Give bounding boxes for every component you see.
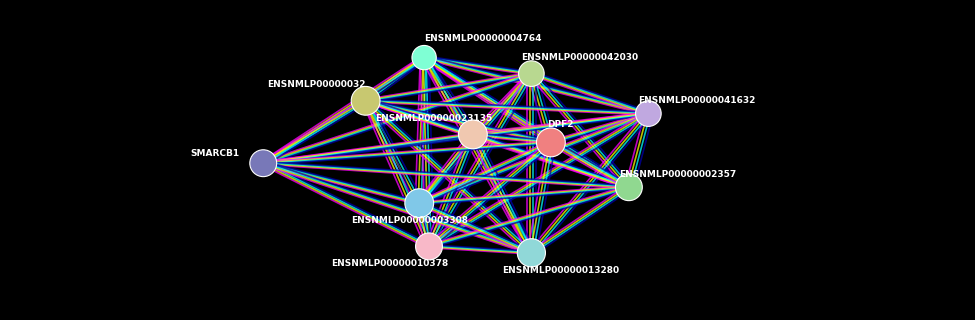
Text: ENSNMLP00000004764: ENSNMLP00000004764 (424, 34, 541, 43)
Ellipse shape (458, 120, 488, 149)
Ellipse shape (405, 189, 434, 218)
Text: SMARCB1: SMARCB1 (190, 149, 239, 158)
Ellipse shape (351, 86, 380, 115)
Text: ENSNMLP00000042030: ENSNMLP00000042030 (522, 53, 639, 62)
Text: ENSNMLP00000010378: ENSNMLP00000010378 (332, 260, 448, 268)
Text: ENSNMLP00000013280: ENSNMLP00000013280 (502, 266, 619, 275)
Text: ENSNMLP00000003308: ENSNMLP00000003308 (351, 216, 468, 225)
Ellipse shape (250, 150, 277, 177)
Ellipse shape (518, 239, 545, 267)
Text: ENSNMLP00000041632: ENSNMLP00000041632 (639, 96, 756, 105)
Ellipse shape (615, 174, 643, 201)
Text: ENSNMLP00000023135: ENSNMLP00000023135 (375, 114, 492, 123)
Ellipse shape (415, 233, 443, 260)
Ellipse shape (412, 45, 436, 70)
Ellipse shape (636, 101, 661, 126)
Ellipse shape (519, 61, 544, 86)
Text: ENSNMLP00000002357: ENSNMLP00000002357 (619, 170, 736, 179)
Text: ENSNMLP00000032: ENSNMLP00000032 (267, 80, 367, 89)
Ellipse shape (536, 128, 565, 157)
Text: DPF2: DPF2 (547, 120, 574, 129)
